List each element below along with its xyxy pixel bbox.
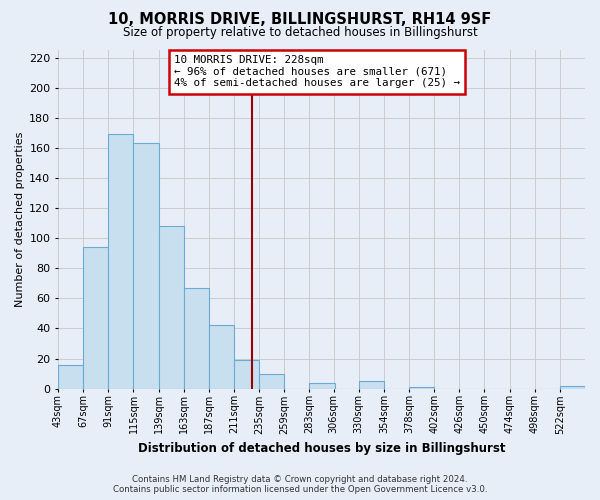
Bar	[184, 288, 209, 388]
Bar	[359, 381, 384, 388]
Y-axis label: Number of detached properties: Number of detached properties	[15, 132, 25, 307]
Text: Contains HM Land Registry data © Crown copyright and database right 2024.
Contai: Contains HM Land Registry data © Crown c…	[113, 474, 487, 494]
Bar	[58, 364, 83, 388]
Bar	[560, 386, 585, 388]
Text: Size of property relative to detached houses in Billingshurst: Size of property relative to detached ho…	[122, 26, 478, 39]
Bar	[209, 326, 234, 388]
Bar	[109, 134, 133, 388]
Text: 10 MORRIS DRIVE: 228sqm
← 96% of detached houses are smaller (671)
4% of semi-de: 10 MORRIS DRIVE: 228sqm ← 96% of detache…	[174, 55, 460, 88]
Text: 10, MORRIS DRIVE, BILLINGSHURST, RH14 9SF: 10, MORRIS DRIVE, BILLINGSHURST, RH14 9S…	[109, 12, 491, 28]
Bar	[234, 360, 259, 388]
Bar	[259, 374, 284, 388]
Bar	[310, 382, 335, 388]
X-axis label: Distribution of detached houses by size in Billingshurst: Distribution of detached houses by size …	[138, 442, 505, 455]
Bar	[83, 247, 109, 388]
Bar	[409, 387, 434, 388]
Bar	[158, 226, 184, 388]
Bar	[133, 144, 158, 388]
